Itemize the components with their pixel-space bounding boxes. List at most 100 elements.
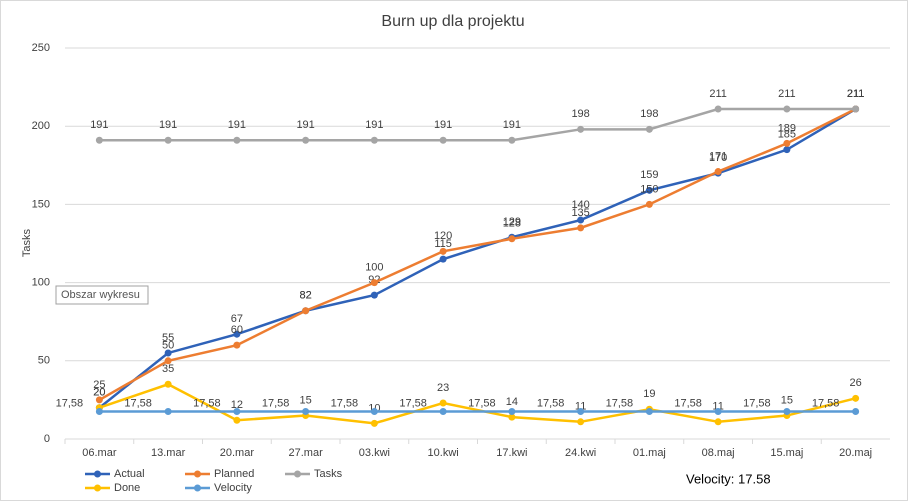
data-label: 128: [503, 218, 521, 230]
data-label: 11: [712, 401, 723, 413]
point: [164, 136, 172, 144]
data-label: 135: [571, 207, 589, 219]
data-label: 191: [296, 119, 314, 131]
point: [852, 408, 860, 416]
data-label: 191: [159, 119, 177, 131]
data-label: 17,58: [56, 397, 84, 409]
data-label: 191: [228, 119, 246, 131]
data-label: 211: [778, 88, 796, 100]
annotation: Velocity: 17.58: [686, 471, 771, 486]
data-label: 11: [575, 401, 586, 413]
data-label: 60: [231, 324, 243, 336]
data-label: 26: [850, 377, 862, 389]
point: [508, 408, 516, 416]
series-line: [98, 107, 857, 401]
data-label: 17,58: [193, 397, 221, 409]
legend-marker: [294, 470, 301, 478]
legend-label: Velocity: [214, 482, 252, 494]
data-label: 191: [90, 119, 108, 131]
point: [95, 396, 103, 404]
point: [302, 408, 310, 416]
x-tick-label: 06.mar: [82, 447, 117, 459]
point: [302, 307, 310, 315]
x-tick-label: 24.kwi: [565, 447, 596, 459]
point: [508, 413, 516, 421]
data-label: 198: [640, 108, 658, 120]
data-label: 17,58: [537, 397, 565, 409]
data-label: 120: [434, 230, 452, 242]
x-tick-label: 20.mar: [220, 447, 255, 459]
point: [164, 380, 172, 388]
legend-marker: [94, 470, 101, 478]
legend-marker: [194, 470, 201, 478]
data-label: 19: [643, 388, 655, 400]
point: [714, 168, 722, 176]
point: [577, 224, 585, 232]
data-label: 25: [93, 379, 105, 391]
data-label: 17,58: [606, 397, 634, 409]
data-label: 17,58: [262, 397, 290, 409]
point: [645, 408, 653, 416]
x-tick-label: 08.maj: [702, 447, 735, 459]
data-label: 17,58: [743, 397, 771, 409]
data-label: 82: [300, 290, 312, 302]
data-label: 100: [365, 262, 383, 274]
data-label: 171: [709, 150, 727, 162]
data-label: 191: [434, 119, 452, 131]
data-label: 20: [93, 387, 105, 399]
data-label: 35: [162, 363, 174, 375]
series-line: [99, 107, 856, 142]
point: [439, 247, 447, 255]
legend-label: Actual: [114, 468, 145, 480]
point: [783, 139, 791, 147]
point: [645, 186, 653, 194]
data-label: 129: [503, 216, 521, 228]
point: [577, 216, 585, 224]
point: [645, 125, 653, 133]
legend-label: Tasks: [314, 468, 343, 480]
point: [439, 399, 447, 407]
x-tick-label: 10.kwi: [428, 447, 459, 459]
point: [508, 235, 516, 243]
point: [370, 291, 378, 299]
legend-label: Planned: [214, 468, 254, 480]
point: [645, 200, 653, 208]
data-label: 189: [778, 122, 796, 134]
point: [233, 408, 241, 416]
chart-title: Burn up dla projektu: [381, 13, 524, 30]
data-label: 50: [162, 340, 174, 352]
point: [508, 136, 516, 144]
data-label: 115: [434, 238, 452, 250]
legend-marker: [194, 484, 201, 492]
tooltip-box: [55, 285, 149, 305]
tooltip: Obszar wykresu: [61, 289, 140, 301]
data-label: 23: [437, 382, 449, 394]
data-label: 14: [506, 396, 518, 408]
y-tick-label: 0: [44, 433, 50, 445]
point: [852, 394, 860, 402]
point: [783, 408, 791, 416]
data-label: 17,58: [124, 397, 152, 409]
point: [370, 279, 378, 287]
point: [439, 136, 447, 144]
point: [95, 136, 103, 144]
y-tick-label: 50: [38, 355, 50, 367]
data-label: 82: [300, 290, 312, 302]
data-label: 191: [503, 119, 521, 131]
data-label: 211: [709, 88, 727, 100]
data-label: 20: [93, 387, 105, 399]
point: [783, 146, 791, 154]
point: [714, 418, 722, 426]
point: [439, 255, 447, 263]
point: [714, 408, 722, 416]
y-tick-label: 100: [32, 277, 50, 289]
point: [302, 136, 310, 144]
point: [370, 408, 378, 416]
point: [577, 418, 585, 426]
point: [370, 419, 378, 427]
point: [164, 408, 172, 416]
point: [370, 136, 378, 144]
data-label: 159: [640, 169, 658, 181]
data-label: 211: [847, 88, 865, 100]
